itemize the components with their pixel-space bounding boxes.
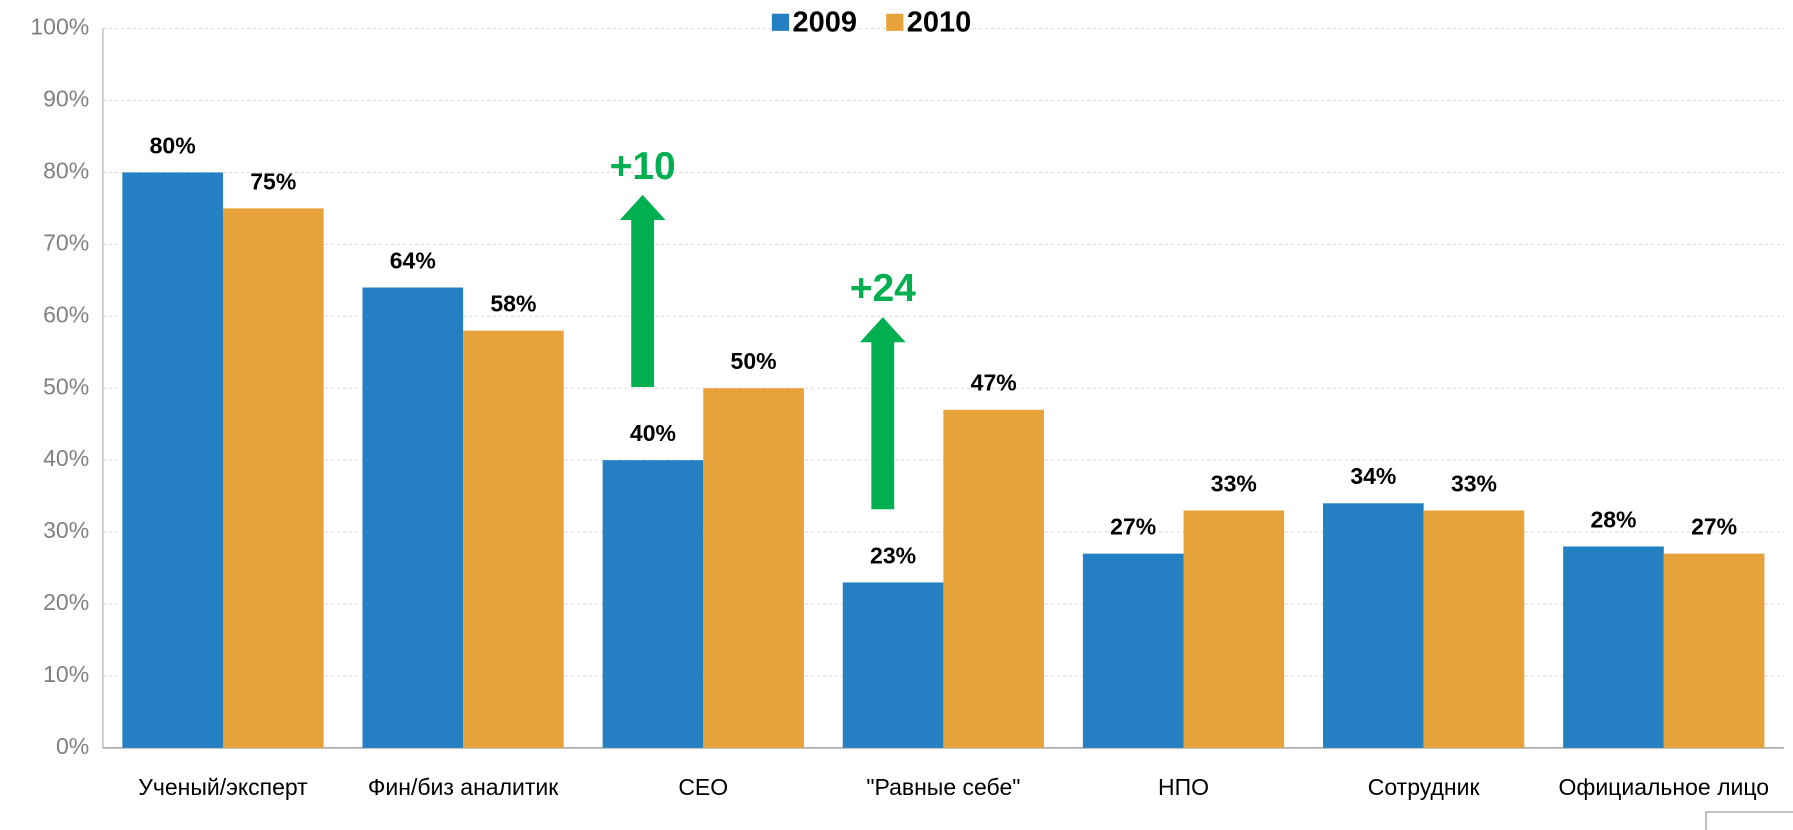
x-tick-label: CEO bbox=[678, 774, 728, 800]
bar bbox=[1183, 510, 1285, 748]
value-label: 27% bbox=[1110, 514, 1156, 540]
bar bbox=[1423, 510, 1525, 748]
y-tick-label: 80% bbox=[43, 158, 89, 184]
annotation: +24 bbox=[850, 267, 916, 310]
bar bbox=[362, 287, 464, 748]
y-tick-label: 40% bbox=[43, 445, 89, 471]
legend-label: 2009 bbox=[792, 7, 857, 39]
value-label: 47% bbox=[971, 370, 1017, 396]
y-tick-label: 90% bbox=[43, 86, 89, 112]
value-label: 23% bbox=[870, 542, 916, 568]
frame-corner bbox=[1705, 811, 1793, 830]
value-label: 50% bbox=[731, 348, 777, 374]
x-tick-label: Ученый/эксперт bbox=[138, 774, 308, 800]
bar bbox=[1323, 503, 1424, 748]
x-tick-label: Сотрудник bbox=[1368, 774, 1481, 800]
bar bbox=[703, 388, 804, 748]
legend-label: 2010 bbox=[907, 7, 972, 39]
bar bbox=[1563, 546, 1664, 748]
y-tick-label: 50% bbox=[43, 373, 89, 399]
value-label: 64% bbox=[390, 247, 436, 273]
y-tick-label: 20% bbox=[43, 589, 89, 615]
y-tick-label: 30% bbox=[43, 517, 89, 543]
bar bbox=[842, 582, 944, 748]
value-label: 33% bbox=[1451, 470, 1497, 496]
x-tick-label: Фин/биз аналитик bbox=[368, 774, 559, 800]
y-tick-label: 70% bbox=[43, 229, 89, 255]
value-label: 28% bbox=[1590, 506, 1636, 532]
annotation-arrow bbox=[619, 194, 666, 387]
legend-swatch bbox=[886, 13, 904, 31]
annotation: +10 bbox=[610, 145, 676, 188]
bar bbox=[943, 409, 1045, 748]
y-tick-label: 0% bbox=[56, 733, 89, 759]
value-label: 75% bbox=[250, 168, 296, 194]
y-tick-label: 10% bbox=[43, 661, 89, 687]
x-tick-label: "Равные себе" bbox=[866, 774, 1020, 800]
bar bbox=[222, 208, 324, 748]
x-tick-label: НПО bbox=[1158, 774, 1209, 800]
bar bbox=[1082, 553, 1184, 748]
value-label: 40% bbox=[630, 420, 676, 446]
legend-swatch bbox=[771, 13, 790, 31]
x-tick-label: Официальное лицо bbox=[1559, 774, 1770, 800]
bar bbox=[602, 460, 704, 748]
value-label: 58% bbox=[490, 291, 536, 317]
bar bbox=[463, 330, 564, 748]
value-label: 34% bbox=[1350, 463, 1396, 489]
value-label: 27% bbox=[1691, 514, 1737, 540]
bar bbox=[1663, 553, 1765, 748]
value-label: 33% bbox=[1211, 470, 1257, 496]
bar bbox=[122, 172, 223, 748]
value-label: 80% bbox=[150, 132, 196, 158]
y-tick-label: 100% bbox=[30, 14, 89, 40]
y-tick-label: 60% bbox=[43, 301, 89, 327]
annotation-arrow bbox=[859, 317, 906, 510]
